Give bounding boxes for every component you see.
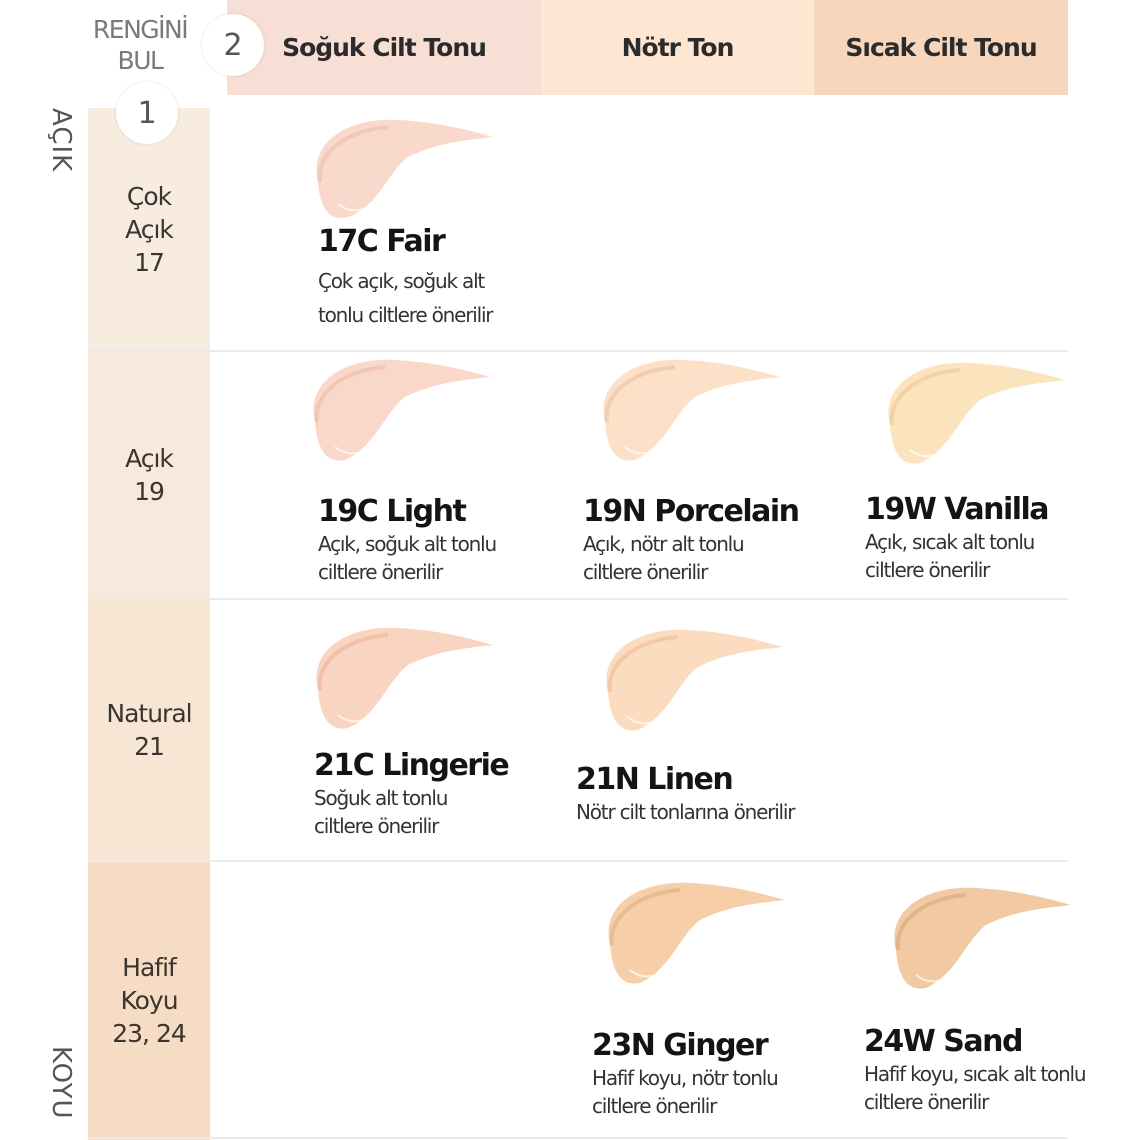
row-label-text: Açık <box>125 215 174 244</box>
shade-description: tonlu ciltlere önerilir <box>318 303 494 327</box>
shade-name: 21N Linen <box>576 762 734 797</box>
column-header-neutral: Nötr Ton <box>541 0 814 95</box>
shade-description: ciltlere önerilir <box>583 560 708 584</box>
row-label-text: Koyu <box>120 986 178 1015</box>
shade-description: Açık, soğuk alt tonlu <box>318 532 497 556</box>
shade-21c[interactable]: 21C Lingerie Soğuk alt tonlu ciltlere ön… <box>314 748 510 840</box>
row-label-text: 19 <box>134 477 165 506</box>
swatch-24w-sand <box>894 887 1071 989</box>
shade-name: 21C Lingerie <box>314 748 510 783</box>
shade-19c[interactable]: 19C Light Açık, soğuk alt tonlu ciltlere… <box>318 494 497 586</box>
row-label-text: 21 <box>134 732 165 761</box>
step-1-badge: 1 <box>116 82 178 144</box>
shade-description: Soğuk alt tonlu <box>314 786 448 810</box>
swatch-23n-ginger <box>608 882 785 984</box>
row-label-natural: Natural 21 <box>88 599 210 861</box>
row-label-light: Açık 19 <box>88 351 210 599</box>
swatch-19w-vanilla <box>888 362 1065 464</box>
shade-description: ciltlere önerilir <box>318 560 443 584</box>
shade-name: 19W Vanilla <box>865 492 1050 527</box>
column-label-warm: Sıcak Cilt Tonu <box>845 33 1037 62</box>
shade-description: ciltlere önerilir <box>592 1094 717 1118</box>
axis-label-light: AÇIK <box>46 108 76 173</box>
row-label-text: 17 <box>134 248 165 277</box>
shade-description: Hafif koyu, nötr tonlu <box>592 1066 779 1090</box>
shade-description: ciltlere önerilir <box>865 558 990 582</box>
shade-name: 19C Light <box>318 494 467 529</box>
shade-description: Nötr cilt tonlarına önerilir <box>576 800 795 824</box>
column-label-cool: Soğuk Cilt Tonu <box>282 33 487 62</box>
column-label-neutral: Nötr Ton <box>621 33 735 62</box>
shade-name: 24W Sand <box>864 1024 1023 1059</box>
row-divider <box>88 860 1068 862</box>
swatch-17c-fair <box>316 119 493 218</box>
axis-label-dark: KOYU <box>46 1046 76 1120</box>
step-2-badge: 2 <box>202 14 264 76</box>
row-label-text: 23, 24 <box>112 1019 187 1048</box>
title-line-1: RENGİNİ <box>92 15 189 44</box>
shade-description: Açık, sıcak alt tonlu <box>865 530 1035 554</box>
row-divider <box>88 1137 1068 1139</box>
column-header-cool: Soğuk Cilt Tonu <box>227 0 541 95</box>
shade-description: Açık, nötr alt tonlu <box>583 532 745 556</box>
shade-19w[interactable]: 19W Vanilla Açık, sıcak alt tonlu ciltle… <box>865 492 1050 584</box>
swatch-19c-light <box>313 359 490 461</box>
shade-17c[interactable]: 17C Fair Çok açık, soğuk alt tonlu ciltl… <box>318 224 494 332</box>
swatch-19n-porcelain <box>603 359 780 461</box>
swatch-21c-lingerie <box>316 627 493 729</box>
row-divider <box>88 350 1068 352</box>
shade-description: ciltlere önerilir <box>864 1090 989 1114</box>
row-label-text: Çok <box>126 182 172 211</box>
step-2-number: 2 <box>223 27 243 63</box>
shade-19n[interactable]: 19N Porcelain Açık, nötr alt tonlu ciltl… <box>583 494 800 586</box>
shade-description: ciltlere önerilir <box>314 814 439 838</box>
title-line-2: BUL <box>117 46 164 75</box>
shade-23n[interactable]: 23N Ginger Hafif koyu, nötr tonlu ciltle… <box>592 1028 779 1120</box>
step-1-number: 1 <box>137 95 157 131</box>
swatch-21n-linen <box>606 629 783 731</box>
row-label-text: Hafif <box>122 953 177 982</box>
shade-name: 17C Fair <box>318 224 446 259</box>
shade-24w[interactable]: 24W Sand Hafif koyu, sıcak alt tonlu cil… <box>864 1024 1087 1116</box>
shade-description: Hafif koyu, sıcak alt tonlu <box>864 1062 1087 1086</box>
shade-name: 19N Porcelain <box>583 494 800 529</box>
shade-name: 23N Ginger <box>592 1028 769 1063</box>
row-label-text: Natural <box>106 699 192 728</box>
shade-21n[interactable]: 21N Linen Nötr cilt tonlarına önerilir <box>576 762 795 826</box>
row-label-medium-dark: Hafif Koyu 23, 24 <box>88 861 210 1140</box>
row-divider <box>88 598 1068 600</box>
row-label-very-light: Çok Açık 17 <box>88 108 210 351</box>
chart-title: RENGİNİ BUL <box>80 14 200 76</box>
column-header-warm: Sıcak Cilt Tonu <box>814 0 1068 95</box>
row-label-text: Açık <box>125 444 174 473</box>
shade-description: Çok açık, soğuk alt <box>318 269 485 293</box>
